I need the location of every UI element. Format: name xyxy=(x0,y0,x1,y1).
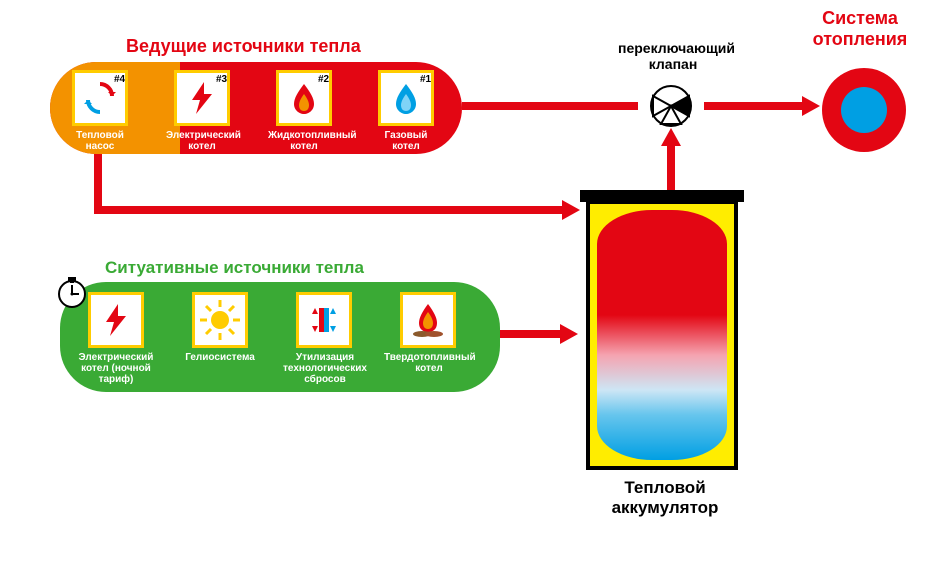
arrow-head-situational xyxy=(560,324,578,344)
arrow-tank-to-valve xyxy=(667,142,675,194)
src-solar-box xyxy=(192,292,248,348)
src-gas-label: Газовый котел xyxy=(370,130,442,152)
arrow-primary-across xyxy=(94,206,564,214)
sun-icon xyxy=(198,298,242,342)
src-electric-label: Электрический котел xyxy=(166,130,238,152)
src-recycle-box xyxy=(296,292,352,348)
rank-2: #2 xyxy=(318,74,329,85)
src-solid-label: Твердотопливный котел xyxy=(384,352,474,374)
arrow-head-tank-up xyxy=(661,128,681,146)
valve-label: переключающий клапан xyxy=(618,40,728,72)
src-night-electric-label: Электрический котел (ночной тариф) xyxy=(68,352,164,385)
rank-3: #3 xyxy=(216,74,227,85)
tank-gradient xyxy=(597,210,727,460)
arrow-head-system xyxy=(802,96,820,116)
rank-4: #4 xyxy=(114,74,125,85)
primary-sources-title: Ведущие источники тепла xyxy=(126,36,361,57)
src-recycle-label: Утилизация технологических сбросов xyxy=(282,352,368,385)
src-heatpump-label: Тепловой насос xyxy=(64,130,136,152)
arrow-head-primary-tank xyxy=(562,200,580,220)
clock-icon xyxy=(55,275,89,309)
electric-night-icon xyxy=(96,300,136,340)
heat-recovery-icon xyxy=(304,300,344,340)
wood-flame-icon xyxy=(408,300,448,340)
arrow-situational-to-tank xyxy=(500,330,562,338)
tank-label: Тепловой аккумулятор xyxy=(580,478,750,518)
rank-1: #1 xyxy=(420,74,431,85)
src-solid-box xyxy=(400,292,456,348)
src-solar-label: Гелиосистема xyxy=(184,352,256,363)
valve-icon xyxy=(643,84,699,128)
heating-system-ring-inner xyxy=(841,87,887,133)
arrow-valve-to-system xyxy=(704,102,804,110)
src-night-electric-box xyxy=(88,292,144,348)
arrow-primary-to-valve xyxy=(462,102,638,110)
src-oil-label: Жидкотопливный котел xyxy=(268,130,340,152)
heating-system-title: Система отопления xyxy=(800,8,920,50)
situational-sources-title: Ситуативные источники тепла xyxy=(105,258,364,278)
arrow-primary-down xyxy=(94,154,102,210)
heating-system-ring xyxy=(822,68,906,152)
